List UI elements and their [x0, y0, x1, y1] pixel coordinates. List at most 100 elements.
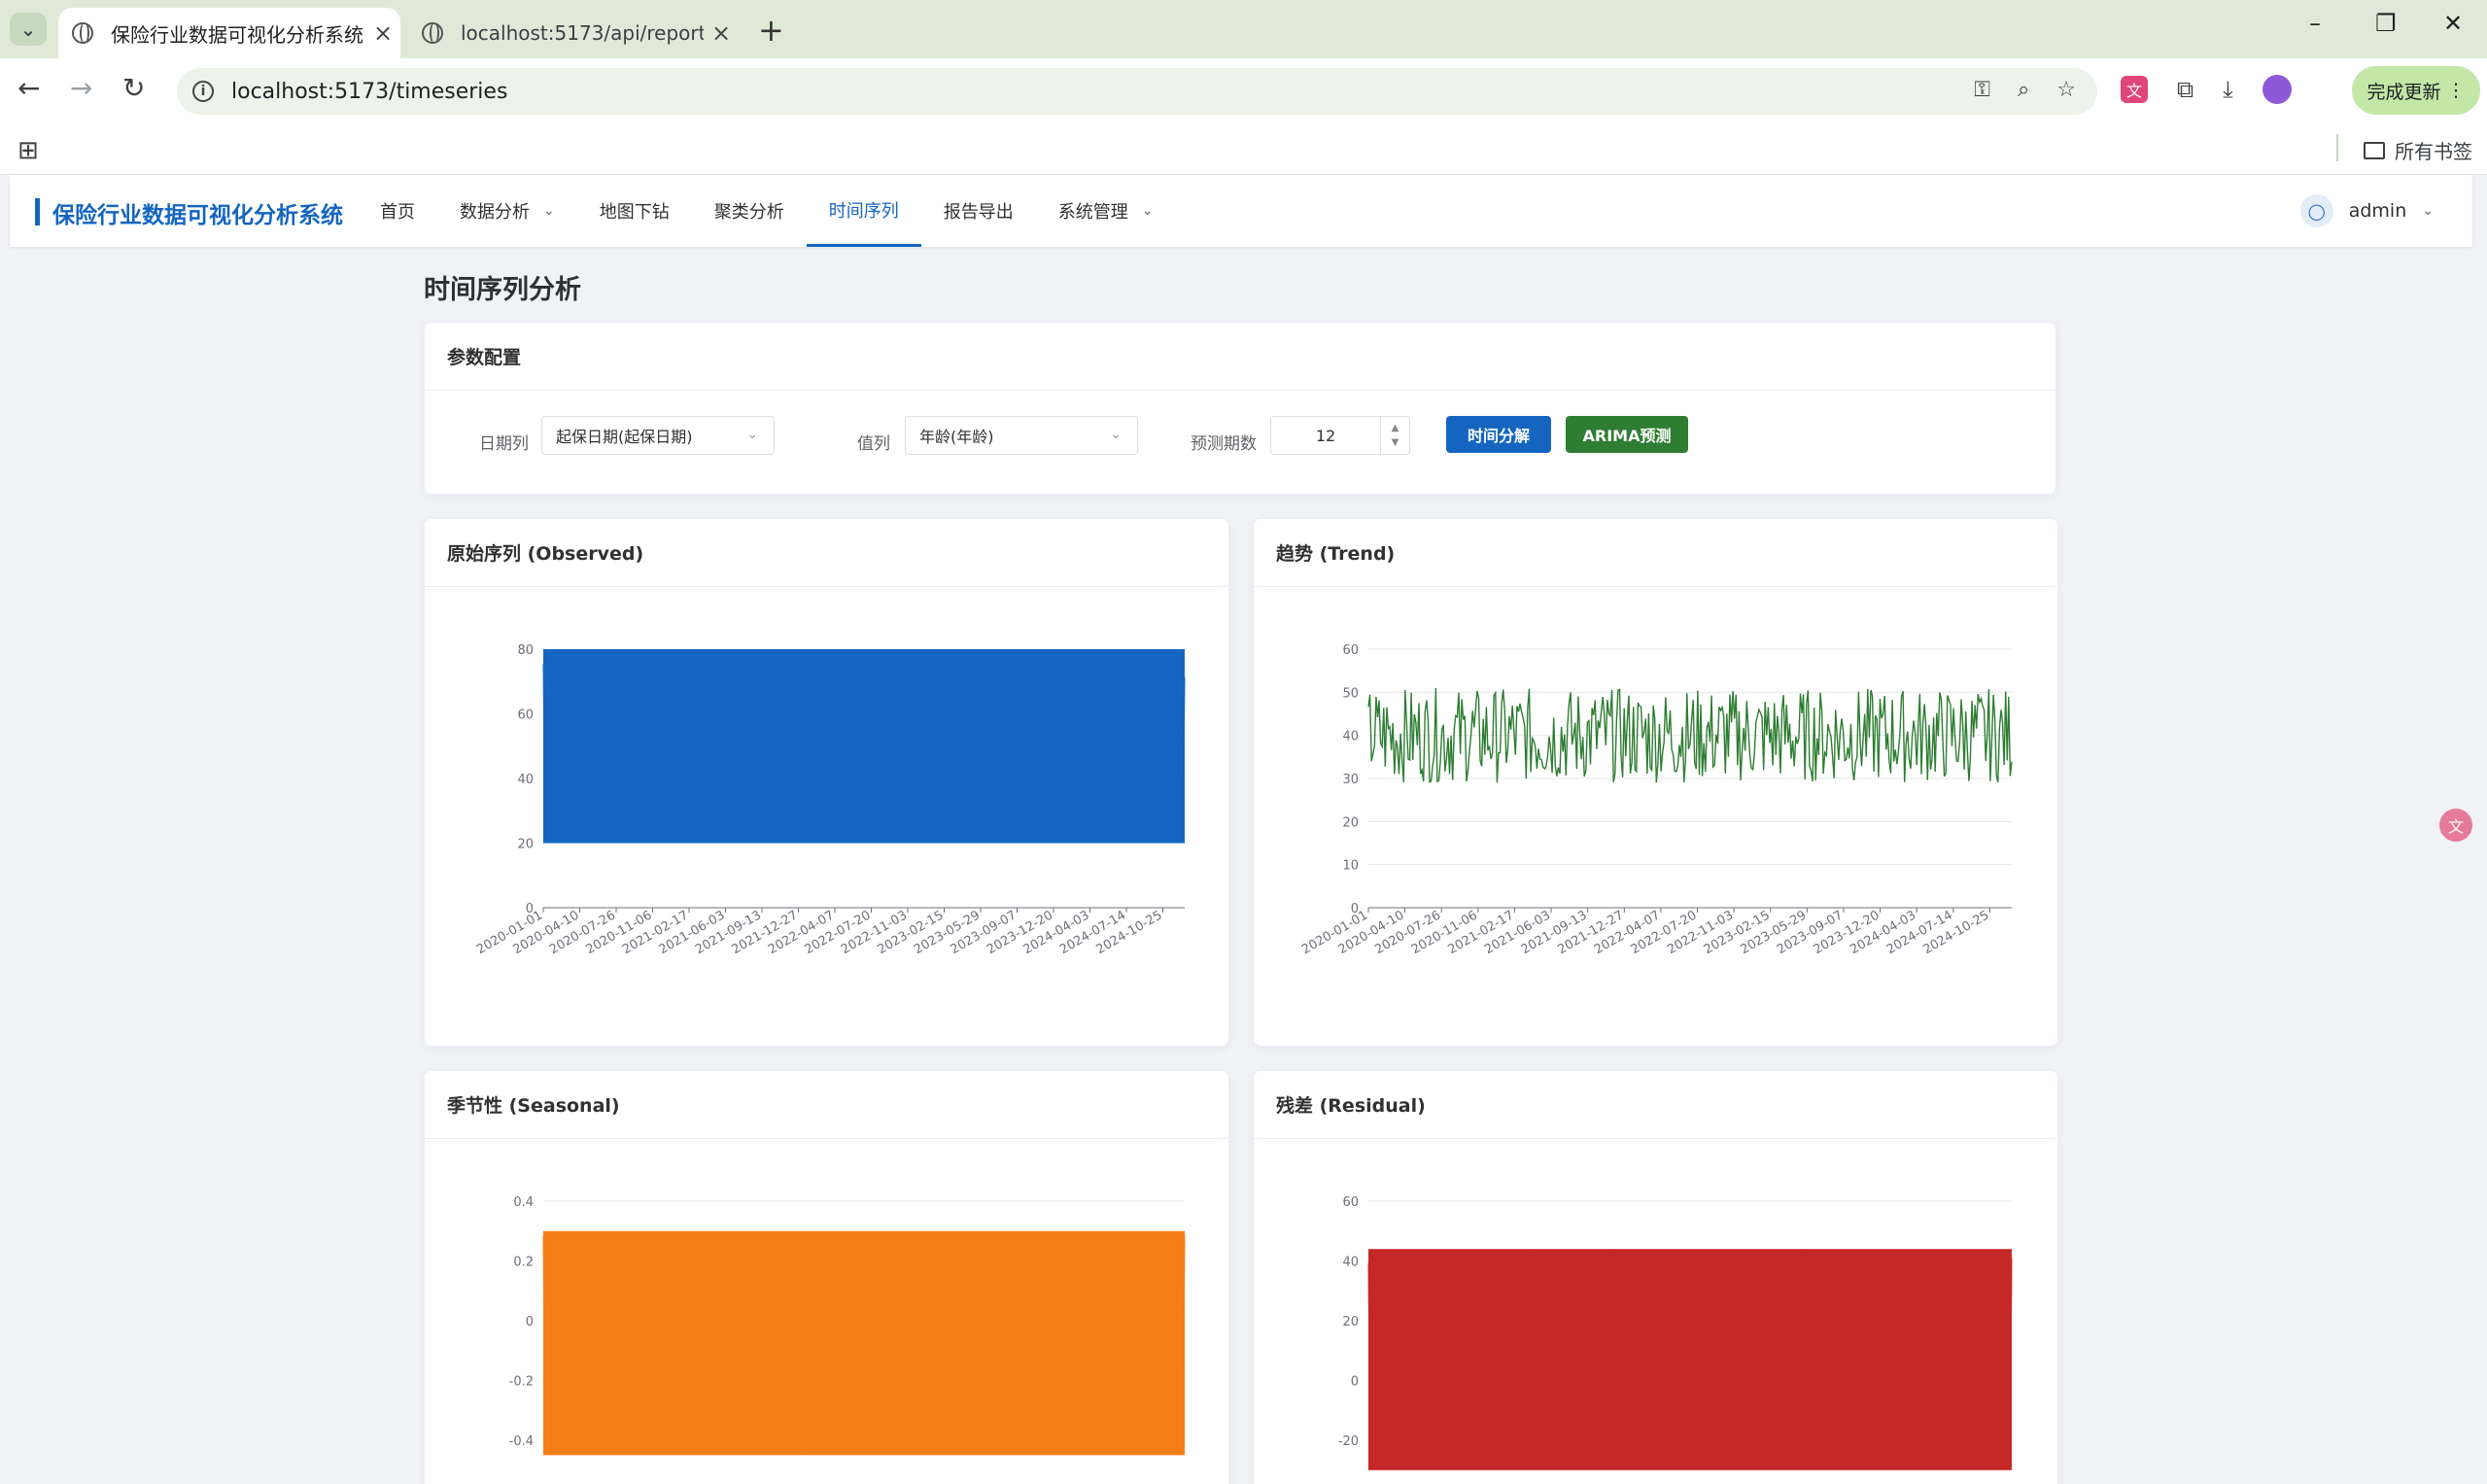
menu-item-data-analysis[interactable]: 数据分析 ⌄ [460, 202, 555, 223]
chart-title: 残差 (Residual) [1254, 1071, 2057, 1139]
back-icon[interactable]: ← [17, 72, 41, 104]
restore-icon[interactable]: ❐ [2375, 10, 2397, 37]
y-tick-label: 60 [1342, 1195, 1359, 1210]
close-tab-icon[interactable]: × [710, 19, 732, 47]
extensions-puzzle-icon[interactable]: ⧉ [2177, 76, 2194, 103]
y-tick-label: 60 [1342, 643, 1359, 658]
url-text[interactable]: localhost:5173/timeseries [231, 79, 508, 104]
date-column-select[interactable]: 起保日期(起保日期) ⌄ [541, 416, 775, 455]
forecast-periods-input[interactable]: 12 ▲ ▼ [1270, 416, 1410, 455]
y-tick-label: 50 [1342, 686, 1359, 701]
chart-title: 季节性 (Seasonal) [425, 1071, 1228, 1139]
password-key-icon[interactable]: ⚿ [1974, 78, 1990, 102]
globe-icon [422, 22, 443, 44]
bookmark-bar: ⊞ 所有书签 [0, 124, 2487, 175]
value-column-select[interactable]: 年龄(年龄) ⌄ [905, 416, 1138, 455]
y-tick-label: 80 [517, 643, 534, 658]
value-column-label: 值列 [857, 434, 890, 454]
chevron-down-icon: ⌄ [746, 427, 758, 442]
menu-item-report-export[interactable]: 报告导出 [943, 202, 1014, 223]
chevron-down-icon: ⌄ [2422, 203, 2434, 219]
chart-title: 趋势 (Trend) [1254, 519, 2057, 587]
globe-icon [72, 22, 93, 44]
brand-accent-bar [35, 198, 40, 225]
y-tick-label: 0.4 [513, 1195, 534, 1210]
forecast-periods-label: 预测期数 [1191, 434, 1257, 454]
value-column-value: 年龄(年龄) [919, 428, 994, 446]
residual-chart[interactable]: -20 0 20 40 60 [1254, 1139, 2058, 1484]
y-tick-label: -0.2 [509, 1375, 534, 1390]
page-title: 时间序列分析 [424, 275, 581, 305]
url-field[interactable]: i localhost:5173/timeseries ⚿ ⌕ ☆ [177, 68, 2097, 115]
apps-grid-icon[interactable]: ⊞ [17, 136, 39, 165]
window-close-icon[interactable]: ✕ [2443, 10, 2464, 37]
y-tick-label: -20 [1338, 1434, 1359, 1449]
menu-item-system-admin[interactable]: 系统管理 ⌄ [1057, 202, 1154, 223]
observed-chart[interactable]: 0204060802020-01-012020-04-102020-07-262… [425, 587, 1229, 1047]
menu-item-map-drilldown[interactable]: 地图下钻 [599, 202, 670, 223]
zoom-icon[interactable]: ⌕ [2017, 78, 2030, 102]
seasonal-chart[interactable]: -0.4 -0.2 0 0.2 0.4 [425, 1139, 1229, 1484]
app-header: 保险行业数据可视化分析系统 首页 数据分析 ⌄ 地图下钻 聚类分析 时间序列 报告… [10, 175, 2472, 247]
trend-chart-card: 趋势 (Trend) 0 10 20 30 40 50 60 2020-01-01 2020-0… [1253, 518, 2058, 1047]
trend-chart[interactable]: 01020304050602020-01-012020-04-102020-07… [1254, 587, 2058, 1047]
new-tab-icon[interactable]: + [758, 12, 784, 49]
bookmark-separator [2336, 134, 2338, 161]
y-tick-label: 40 [1342, 730, 1359, 744]
translate-float-icon[interactable]: 文 [2439, 809, 2472, 842]
y-tick-label: -0.4 [509, 1434, 534, 1449]
arima-forecast-button[interactable]: ARIMA预测 [1566, 416, 1688, 453]
stepper-up-icon[interactable]: ▲ [1391, 423, 1399, 433]
stepper-down-icon[interactable]: ▼ [1391, 437, 1399, 448]
close-tab-icon[interactable]: × [372, 19, 394, 47]
username: admin [2348, 200, 2407, 222]
y-tick-label: 0 [1351, 1375, 1359, 1390]
y-tick-label: 40 [1342, 1256, 1359, 1270]
y-tick-label: 40 [517, 773, 534, 787]
tab-title: localhost:5173/api/reports/d [461, 21, 704, 45]
series-line [542, 1230, 1186, 1456]
update-button[interactable]: 完成更新 ⋮ [2352, 66, 2480, 115]
y-tick-label: 60 [517, 708, 534, 723]
reload-icon[interactable]: ↻ [122, 72, 146, 104]
series-line [1367, 1249, 2013, 1470]
browser-tab-active[interactable]: 保险行业数据可视化分析系统 × [58, 8, 400, 58]
user-avatar-icon: ◯ [2299, 194, 2333, 227]
y-tick-label: 0.2 [513, 1256, 534, 1270]
user-menu[interactable]: ◯ admin ⌄ [2299, 194, 2434, 227]
menu-item-timeseries[interactable]: 时间序列 [806, 175, 921, 247]
browser-tab-bar: ⌄ 保险行业数据可视化分析系统 × localhost:5173/api/rep… [0, 0, 2487, 58]
config-form: 日期列 起保日期(起保日期) ⌄ 值列 年龄(年龄) ⌄ 预测期数 12 ▲ ▼ … [425, 391, 2055, 488]
y-tick-label: 0 [526, 1315, 534, 1329]
y-tick-label: 0 [526, 902, 534, 916]
minimize-icon[interactable]: – [2309, 10, 2321, 37]
site-info-icon[interactable]: i [192, 81, 214, 102]
series-line [542, 648, 1186, 844]
decompose-button[interactable]: 时间分解 [1446, 416, 1551, 453]
number-stepper[interactable]: ▲ ▼ [1380, 417, 1409, 454]
download-icon[interactable]: ⤓ [2223, 76, 2233, 103]
config-card: 参数配置 日期列 起保日期(起保日期) ⌄ 值列 年龄(年龄) ⌄ 预测期数 1… [424, 322, 2056, 495]
menu-item-clustering[interactable]: 聚类分析 [713, 202, 784, 223]
y-tick-label: 20 [1342, 815, 1359, 830]
forward-icon[interactable]: → [70, 72, 93, 104]
translate-extension-icon[interactable]: 文 [2121, 76, 2148, 103]
all-bookmarks-button[interactable]: 所有书签 [2364, 136, 2472, 164]
residual-chart-card: 残差 (Residual) -20 0 20 40 60 [1253, 1070, 2058, 1484]
tab-title: 保险行业数据可视化分析系统 [111, 22, 363, 47]
profile-avatar-icon[interactable] [2262, 75, 2292, 104]
chevron-down-icon: ⌄ [543, 203, 555, 219]
menu-item-home[interactable]: 首页 [380, 202, 415, 223]
date-column-label: 日期列 [479, 434, 529, 454]
series-line [1367, 687, 2013, 783]
seasonal-chart-card: 季节性 (Seasonal) -0.4 -0.2 0 0.2 0.4 [424, 1070, 1229, 1484]
brand-title[interactable]: 保险行业数据可视化分析系统 [52, 203, 343, 228]
browser-tab-inactive[interactable]: localhost:5173/api/reports/d × [408, 8, 739, 58]
config-card-title: 参数配置 [425, 323, 2055, 391]
bookmark-star-icon[interactable]: ☆ [2056, 78, 2076, 102]
y-tick-label: 30 [1342, 773, 1359, 787]
y-tick-label: 20 [517, 838, 534, 852]
date-column-value: 起保日期(起保日期) [556, 428, 693, 446]
tab-search-dropdown-icon[interactable]: ⌄ [10, 13, 47, 46]
main-menu: 首页 数据分析 ⌄ 地图下钻 聚类分析 时间序列 报告导出 系统管理 ⌄ [358, 175, 1175, 247]
